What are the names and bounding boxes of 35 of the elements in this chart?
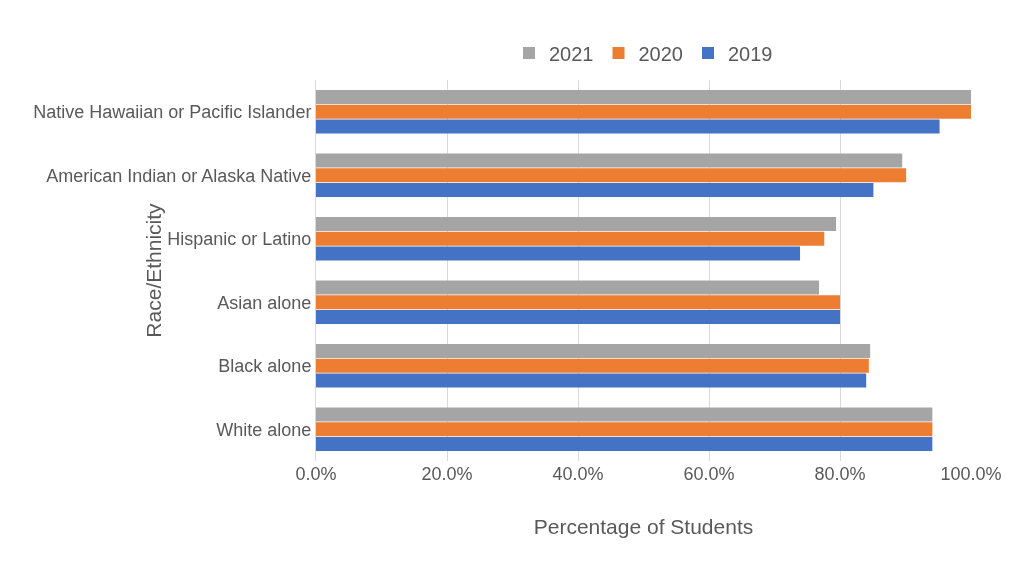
bar xyxy=(316,168,907,183)
bar xyxy=(316,422,933,437)
legend-label: 2021 xyxy=(549,42,594,65)
bar xyxy=(316,280,820,295)
bar xyxy=(316,231,825,246)
bar xyxy=(316,437,933,452)
y-tick-label: Black alone xyxy=(218,356,312,377)
bar xyxy=(316,310,840,325)
bar xyxy=(316,246,801,261)
bar xyxy=(316,104,971,119)
bar xyxy=(316,295,840,310)
x-axis-title: Percentage of Students xyxy=(533,515,754,538)
x-tick-label: 100.0% xyxy=(940,464,1002,484)
bar xyxy=(316,119,940,134)
bar xyxy=(316,373,867,388)
y-tick-label: Hispanic or Latino xyxy=(167,229,312,250)
x-tick-label: 0.0% xyxy=(295,464,337,484)
legend-label: 2020 xyxy=(638,42,683,65)
x-tick-label: 40.0% xyxy=(552,464,604,484)
bar xyxy=(316,89,971,104)
x-tick-label: 80.0% xyxy=(814,464,866,484)
y-tick-label: White alone xyxy=(216,419,312,440)
bar xyxy=(316,183,874,198)
legend-label: 2019 xyxy=(728,42,773,65)
x-tick-label: 20.0% xyxy=(421,464,473,484)
x-tick-label: 60.0% xyxy=(683,464,735,484)
bar xyxy=(316,343,871,358)
bar xyxy=(316,216,837,231)
bar xyxy=(316,153,903,168)
bar xyxy=(316,358,869,373)
y-axis-title: Race/Ethnicity xyxy=(142,202,166,338)
y-tick-label: Asian alone xyxy=(217,292,312,313)
bar xyxy=(316,407,933,422)
y-tick-label: Native Hawaiian or Pacific Islander xyxy=(33,102,312,123)
y-tick-label: American Indian or Alaska Native xyxy=(46,165,312,186)
